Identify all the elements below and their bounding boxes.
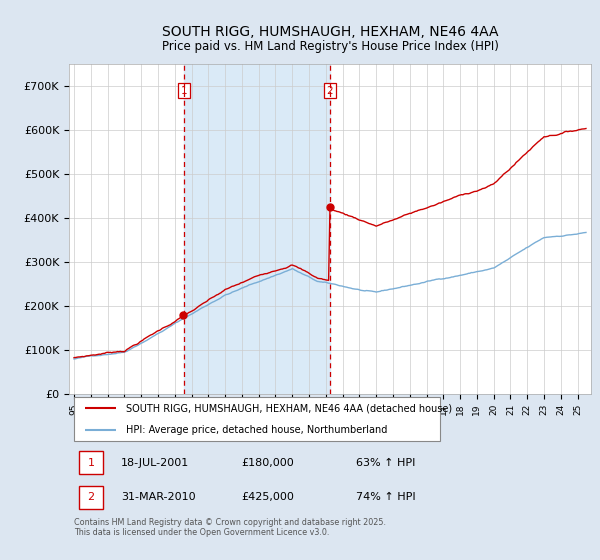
- Text: 74% ↑ HPI: 74% ↑ HPI: [356, 492, 416, 502]
- Text: £180,000: £180,000: [241, 458, 294, 468]
- Text: SOUTH RIGG, HUMSHAUGH, HEXHAM, NE46 4AA (detached house): SOUTH RIGG, HUMSHAUGH, HEXHAM, NE46 4AA …: [127, 403, 452, 413]
- Text: SOUTH RIGG, HUMSHAUGH, HEXHAM, NE46 4AA: SOUTH RIGG, HUMSHAUGH, HEXHAM, NE46 4AA: [162, 25, 498, 39]
- Bar: [184, 64, 330, 394]
- Text: HPI: Average price, detached house, Northumberland: HPI: Average price, detached house, Nort…: [127, 425, 388, 435]
- Text: Price paid vs. HM Land Registry's House Price Index (HPI): Price paid vs. HM Land Registry's House …: [161, 40, 499, 53]
- FancyBboxPatch shape: [74, 396, 440, 441]
- Text: 63% ↑ HPI: 63% ↑ HPI: [356, 458, 415, 468]
- Text: Contains HM Land Registry data © Crown copyright and database right 2025.
This d: Contains HM Land Registry data © Crown c…: [74, 518, 386, 537]
- Text: 2: 2: [326, 86, 334, 96]
- FancyBboxPatch shape: [79, 486, 103, 509]
- FancyBboxPatch shape: [79, 451, 103, 474]
- Text: 1: 1: [88, 458, 95, 468]
- Text: 1: 1: [181, 86, 187, 96]
- Text: £425,000: £425,000: [241, 492, 294, 502]
- Text: 31-MAR-2010: 31-MAR-2010: [121, 492, 196, 502]
- Text: 2: 2: [88, 492, 95, 502]
- Text: 18-JUL-2001: 18-JUL-2001: [121, 458, 190, 468]
